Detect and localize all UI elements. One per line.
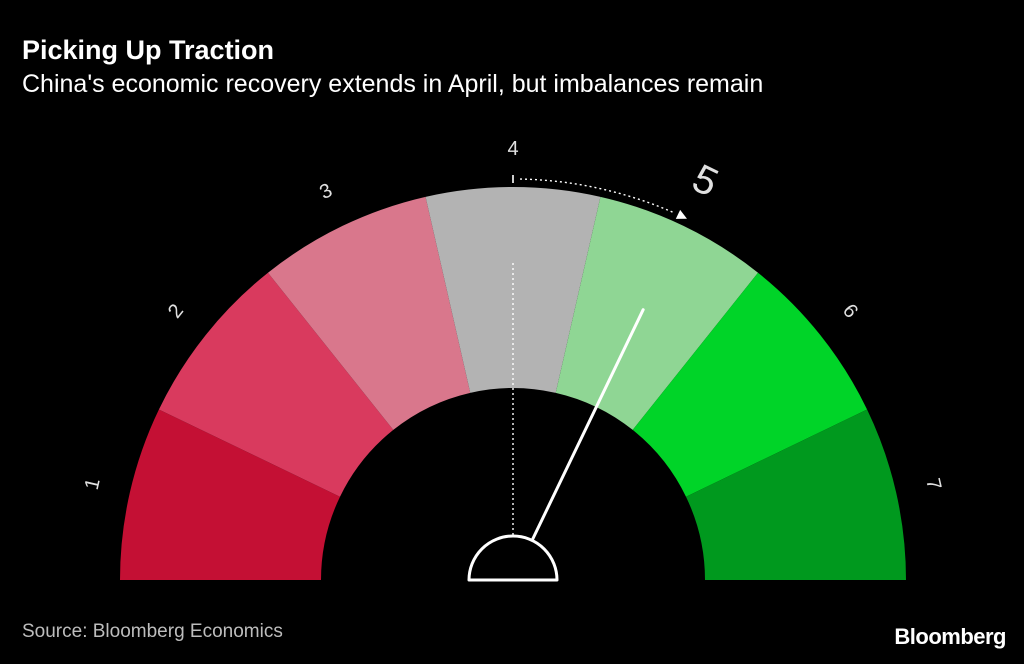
gauge-needle	[527, 308, 645, 548]
tick-label-5: 5	[686, 156, 725, 205]
tick-label-4: 4	[507, 138, 518, 160]
change-arrow-head	[675, 209, 687, 219]
bloomberg-logo: Bloomberg	[894, 624, 1006, 649]
gauge-segment-3	[267, 196, 471, 430]
tick-label-1: 1	[81, 476, 105, 492]
chart-subtitle: China's economic recovery extends in Apr…	[22, 70, 764, 98]
tick-label-7: 7	[921, 476, 945, 492]
gauge-segment-7	[685, 409, 906, 580]
chart-title: Picking Up Traction	[22, 35, 275, 65]
gauge-segment-1	[120, 409, 341, 580]
gauge-segment-6	[632, 272, 868, 497]
gauge-hub	[467, 534, 559, 582]
gauge-markers	[467, 175, 687, 582]
gauge-segment-2	[158, 272, 394, 497]
tick-label-6: 6	[838, 300, 862, 322]
source-note: Source: Bloomberg Economics	[22, 621, 283, 642]
tick-label-3: 3	[316, 179, 336, 204]
tick-label-2: 2	[164, 300, 188, 322]
gauge-segment-5	[555, 196, 759, 430]
change-arrow-arc	[519, 178, 675, 214]
